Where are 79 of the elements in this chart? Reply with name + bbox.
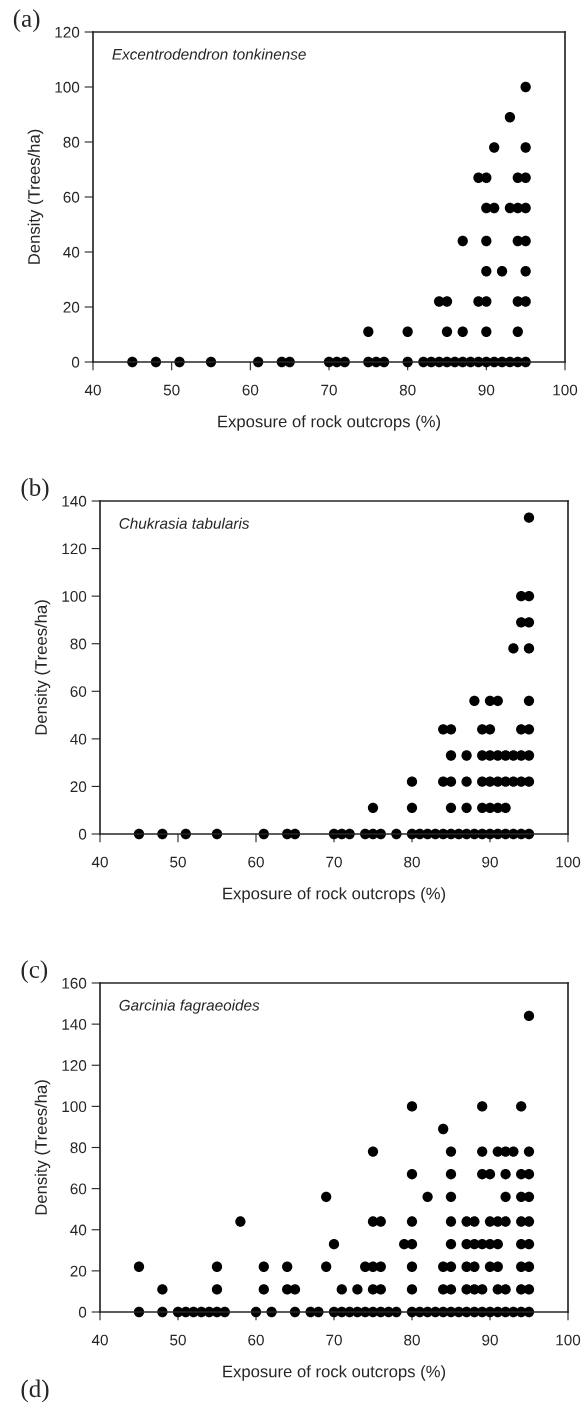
y-tick-label: 0 [71, 356, 80, 368]
point [520, 266, 531, 277]
x-tick-label: 60 [242, 384, 259, 396]
x-tick-label: 100 [556, 856, 581, 868]
x-tick-label: 80 [399, 384, 416, 396]
point [481, 266, 492, 277]
y-tick-label: 20 [70, 781, 87, 793]
annotation: Garcinia fagraeoides [119, 999, 260, 1014]
y-axis-title: Density (Trees/ha) [34, 1080, 51, 1215]
y-tick-label: 20 [63, 301, 80, 313]
point [520, 235, 531, 247]
x-tick-label: 40 [91, 1334, 108, 1346]
y-tick-label: 60 [63, 191, 80, 203]
point [363, 326, 374, 337]
x-tick-label: 70 [326, 1334, 342, 1346]
y-tick-label: 80 [70, 638, 87, 650]
y-tick-label: 140 [62, 1018, 87, 1030]
chart-title: (a) [13, 9, 40, 32]
chart-title: (b) [21, 478, 49, 501]
x-tick-label: 90 [482, 1334, 498, 1346]
x-tick-label: 100 [553, 384, 578, 396]
x-tick-label: 70 [326, 856, 342, 868]
y-tick-label: 120 [55, 26, 80, 38]
x-tick-label: 100 [556, 1334, 581, 1346]
x-tick-label: 60 [248, 856, 264, 868]
x-axis-title: Exposure of rock outcrops (%) [223, 1365, 446, 1381]
point [520, 202, 531, 214]
y-tick-label: 140 [62, 495, 87, 507]
point [481, 172, 492, 183]
y-axis-title: Density (Trees/ha) [27, 129, 44, 264]
point [441, 326, 453, 337]
point [481, 235, 492, 247]
x-tick-label: 80 [404, 1334, 420, 1346]
x-tick-label: 40 [91, 856, 108, 868]
x-axis-title: Exposure of rock outcrops (%) [223, 887, 446, 903]
x-tick-label: 50 [163, 384, 180, 396]
annotation: Excentrodendron tonkinense [112, 48, 306, 60]
y-tick-label: 160 [62, 977, 87, 989]
point [520, 81, 531, 93]
y-tick-label: 120 [62, 1060, 87, 1071]
x-tick-label: 70 [321, 384, 337, 396]
x-axis-title: Exposure of rock outcrops (%) [218, 415, 441, 431]
y-tick-label: 120 [62, 543, 87, 555]
point [402, 326, 413, 337]
point [512, 326, 523, 337]
point [481, 296, 492, 307]
x-tick-label: 60 [248, 1334, 264, 1346]
y-tick-label: 100 [62, 591, 87, 602]
point [457, 235, 468, 247]
y-tick-label: 100 [62, 1101, 87, 1113]
text: (d) [21, 1379, 49, 1403]
y-tick-label: 0 [78, 1306, 87, 1318]
point [520, 172, 531, 183]
x-tick-label: 90 [482, 856, 498, 868]
point [496, 266, 508, 277]
point [520, 296, 531, 307]
point [489, 142, 500, 153]
y-tick-label: 20 [70, 1265, 87, 1277]
point [489, 202, 500, 214]
y-tick-label: 0 [78, 828, 87, 840]
annotation: Chukrasia tabularis [119, 517, 250, 529]
point [457, 326, 468, 337]
y-tick-label: 80 [63, 136, 80, 148]
y-tick-label: 60 [70, 686, 87, 697]
point [481, 326, 492, 337]
y-tick-label: 40 [63, 246, 80, 258]
chart-title: (c) [21, 960, 48, 983]
x-tick-label: 50 [170, 856, 186, 868]
point [520, 142, 531, 153]
y-tick-label: 100 [55, 81, 80, 93]
x-tick-label: 80 [404, 856, 420, 868]
y-axis-title: Density (Trees/ha) [34, 600, 51, 735]
y-tick-label: 60 [70, 1183, 87, 1195]
x-tick-label: 90 [478, 384, 495, 396]
y-tick-label: 80 [70, 1142, 87, 1154]
point [504, 112, 516, 123]
y-tick-label: 40 [70, 1224, 87, 1236]
x-tick-label: 50 [170, 1334, 186, 1346]
y-tick-label: 40 [70, 733, 87, 745]
